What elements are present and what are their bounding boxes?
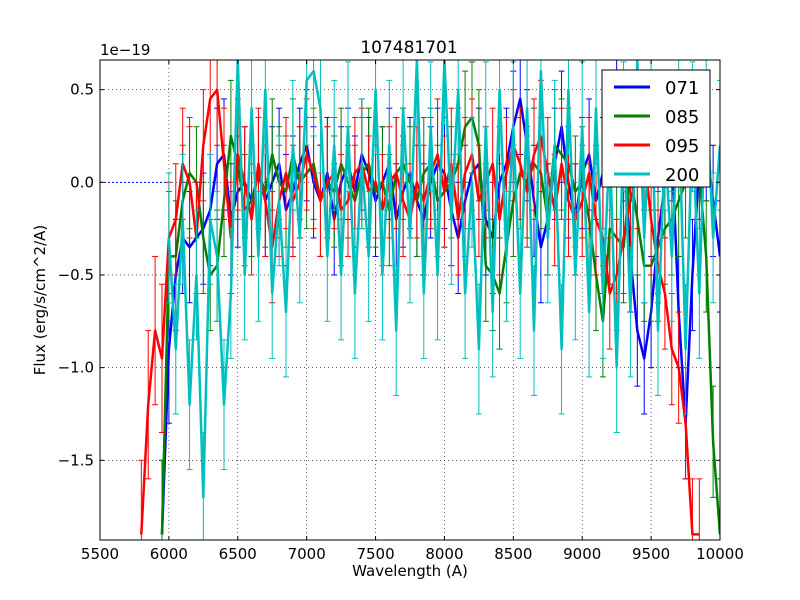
- x-tick-label: 8500: [494, 545, 532, 563]
- y-tick-label: −1.0: [58, 359, 94, 377]
- x-tick-label: 9500: [632, 545, 670, 563]
- y-tick-label: −1.5: [58, 451, 94, 469]
- y-tick-label: 0.0: [70, 173, 94, 191]
- x-axis: 5500 6000 6500 7000 7500 8000 8500 9000 9500 1000…: [81, 60, 744, 563]
- y-axis: 0.5 0.0 −0.5 −1.0 −1.5: [58, 81, 720, 469]
- plot-frame: [99, 59, 721, 541]
- y-tick-label: 0.5: [70, 81, 94, 99]
- y-axis-label: Flux (erg/s/cm^2/A): [31, 225, 49, 376]
- legend-label-085: 085: [665, 107, 699, 128]
- legend-label-095: 095: [665, 136, 699, 157]
- legend-box: [601, 69, 711, 188]
- chart-title: 107481701: [360, 38, 457, 58]
- x-tick-label: 7000: [288, 545, 326, 563]
- y-tick-label: −0.5: [58, 266, 94, 284]
- x-tick-label: 7500: [356, 545, 394, 563]
- legend: 071 085 095 200: [601, 69, 711, 188]
- x-tick-label: 9000: [563, 545, 601, 563]
- x-tick-label: 6000: [150, 545, 188, 563]
- x-tick-label: 5500: [81, 545, 119, 563]
- y-offset-text: 1e−19: [100, 41, 150, 59]
- legend-label-071: 071: [665, 78, 699, 99]
- x-axis-label: Wavelength (A): [352, 562, 468, 580]
- series-group: [138, 60, 720, 540]
- x-tick-label: 10000: [696, 545, 744, 563]
- x-tick-label: 6500: [219, 545, 257, 563]
- x-tick-label: 8000: [425, 545, 463, 563]
- series-line-200: [167, 60, 720, 499]
- legend-label-200: 200: [665, 165, 699, 186]
